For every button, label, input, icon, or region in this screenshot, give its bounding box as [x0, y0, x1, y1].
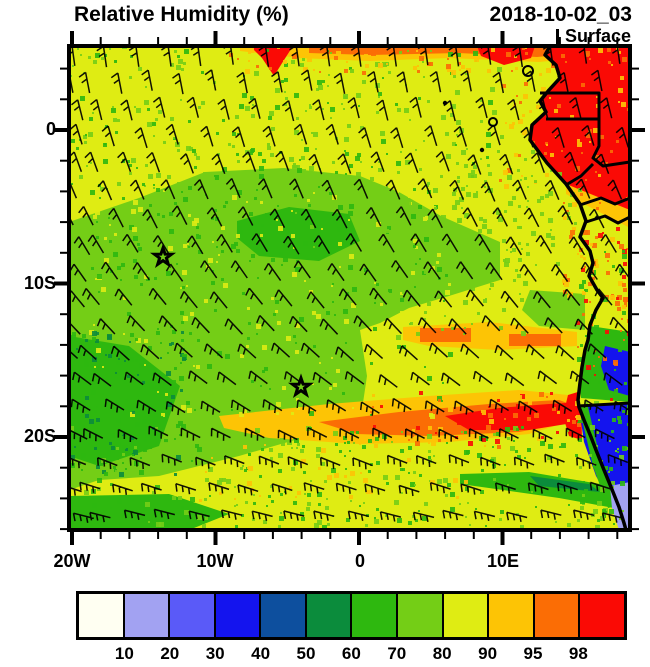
x-axis-label-0: 20W	[53, 551, 91, 571]
speckle-texture	[69, 46, 630, 530]
axis-ticks	[54, 31, 645, 545]
y-axis-label-1: 10S	[23, 272, 56, 293]
map-frame	[67, 44, 632, 532]
star-marker-0	[149, 243, 177, 269]
country-border-5	[577, 401, 630, 408]
colorbar-box-3	[213, 594, 260, 637]
country-border-4	[585, 214, 630, 225]
colorbar-level-20: 20	[160, 644, 180, 663]
rh-region-midcoast-orange-core2	[509, 334, 561, 346]
map-interior	[69, 46, 630, 530]
rh-region-bottomleft-green	[69, 494, 229, 530]
colorbar-box-6	[350, 594, 397, 637]
rh-region-coastal-green-patch	[522, 290, 585, 330]
colorbar-level-50: 50	[296, 644, 316, 663]
colorbar-box-8	[441, 594, 488, 637]
island-outline-1	[488, 117, 498, 127]
colorbar-box-2	[168, 594, 214, 637]
colorbar-level-95: 95	[523, 644, 543, 663]
colorbar-box-5	[304, 594, 351, 637]
country-border-0	[540, 91, 601, 121]
colorbar	[76, 591, 627, 640]
colorbar-level-80: 80	[432, 644, 452, 663]
country-border-3	[579, 196, 630, 207]
island-outline-0	[522, 65, 534, 77]
star-marker-1	[287, 373, 315, 399]
island-dot-0	[442, 100, 448, 106]
x-axis-label-1: 10W	[196, 551, 234, 571]
y-axis-label-0: 0	[45, 119, 56, 139]
colorbar-box-1	[122, 594, 169, 637]
island-dot-1	[479, 147, 485, 153]
level-tick-mark	[556, 29, 559, 46]
colorbar-level-30: 30	[205, 644, 225, 663]
colorbar-box-0	[79, 594, 123, 637]
page-title: Relative Humidity (%)	[74, 3, 289, 26]
rh-region-midcoast-orange-core1	[420, 328, 471, 342]
country-border-1	[591, 119, 630, 168]
colorbar-level-40: 40	[251, 644, 271, 663]
valid-time-label: 2018-10-02_03	[489, 3, 632, 26]
colorbar-box-7	[396, 594, 442, 637]
level-label: Surface	[564, 26, 631, 46]
coastline	[528, 46, 628, 530]
colorbar-level-10: 10	[114, 644, 134, 663]
colorbar-box-11	[578, 594, 624, 637]
colorbar-level-90: 90	[478, 644, 498, 663]
colorbar-level-70: 70	[387, 644, 407, 663]
wind-barbs	[69, 46, 630, 523]
rh-region-south-green-band-dark	[530, 476, 600, 492]
rh-region-equator-red-notch	[250, 46, 293, 76]
colorbar-level-98: 98	[568, 644, 588, 663]
x-axis-label-3: 10E	[486, 551, 520, 571]
colorbar-box-4	[259, 594, 305, 637]
colorbar-box-9	[487, 594, 533, 637]
rh-region-land-red-north	[530, 46, 630, 210]
y-axis-label-2: 20S	[23, 426, 56, 446]
colorbar-level-60: 60	[341, 644, 361, 663]
humidity-map-canvas	[54, 31, 645, 545]
rh-region-pool-dark-core	[237, 207, 360, 261]
colorbar-box-10	[532, 594, 579, 637]
country-border-2	[565, 162, 595, 187]
x-axis-label-2: 0	[354, 551, 365, 571]
